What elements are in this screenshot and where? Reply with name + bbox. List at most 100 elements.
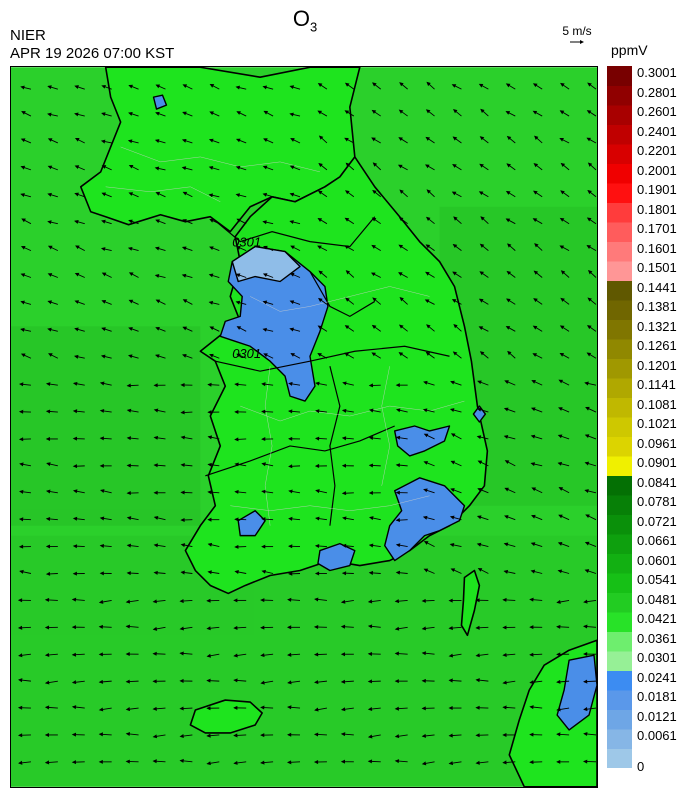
legend-tick-label: 0.1701 xyxy=(637,221,677,236)
wind-arrow-head xyxy=(506,270,512,275)
wind-arrow-head xyxy=(531,379,536,384)
wind-arrow-head xyxy=(398,272,403,276)
wind-arrow-head xyxy=(371,244,376,249)
datetime-label: APR 19 2026 07:00 KST xyxy=(10,45,175,62)
wind-arrow-head xyxy=(584,381,589,386)
wind-arrow-head xyxy=(557,569,563,574)
wind-arrow-head xyxy=(17,705,23,710)
wind-arrow-head xyxy=(47,138,53,142)
wind-arrow-head xyxy=(73,354,79,359)
wind-arrow-head xyxy=(315,381,320,386)
wind-arrow-head xyxy=(559,138,564,142)
wind-arrow-head xyxy=(476,407,482,412)
wind-arrow-head xyxy=(341,571,347,576)
title-main: O xyxy=(292,6,310,31)
wind-arrow-head xyxy=(71,597,77,602)
wind-arrow-head xyxy=(340,679,346,684)
wind-arrow-head xyxy=(179,598,184,604)
legend-swatch xyxy=(607,592,632,613)
wind-arrow-head xyxy=(74,112,79,117)
wind-arrow-head xyxy=(18,678,23,683)
wind-arrow-head xyxy=(20,138,26,143)
wind-arrow-head xyxy=(532,325,538,330)
wind-arrow-head xyxy=(208,193,213,198)
wind-arrow-head xyxy=(315,489,320,494)
legend-swatch xyxy=(607,339,632,359)
wind-arrow-head xyxy=(287,680,292,685)
wind-arrow-head xyxy=(261,517,266,522)
wind-arrow-head xyxy=(262,327,267,332)
wind-arrow-head xyxy=(234,409,239,414)
wind-arrow-head xyxy=(372,189,377,195)
wind-arrow-head xyxy=(449,543,455,547)
wind-arrow-head xyxy=(556,707,561,712)
ozone-map: 0301 0301 xyxy=(10,66,598,788)
wind-arrow-head xyxy=(534,135,539,140)
wind-arrow-head xyxy=(426,189,431,194)
legend-swatch xyxy=(607,358,632,379)
legend-swatch xyxy=(607,144,632,164)
wind-arrow-head xyxy=(477,487,482,492)
legend-tick-label: 0.1441 xyxy=(637,279,677,295)
wind-arrow-head xyxy=(583,599,588,604)
wind-arrow-head xyxy=(317,325,323,330)
wind-arrow-head xyxy=(317,245,322,250)
wind-arrow-head xyxy=(19,489,24,494)
wind-arrow-head xyxy=(262,300,268,305)
wind-arrow-head xyxy=(101,84,106,89)
wind-arrow-head xyxy=(475,598,480,603)
wind-arrow-head xyxy=(153,383,158,388)
wind-arrow-head xyxy=(101,327,106,332)
wind-arrow-head xyxy=(152,651,157,656)
wind-arrow-head xyxy=(261,569,266,574)
wind-arrow-head xyxy=(372,162,378,167)
wind-arrow-head xyxy=(47,300,53,305)
wind-arrow-head xyxy=(340,599,346,604)
wind-arrow-head xyxy=(182,84,188,89)
legend-tick-label: 0.0721 xyxy=(637,513,677,529)
wind-arrow-head xyxy=(179,706,184,711)
wind-arrow-head xyxy=(368,408,374,413)
wind-arrow-head xyxy=(125,599,131,604)
wind-arrow-head xyxy=(398,109,404,114)
wind-arrow-head xyxy=(341,408,347,413)
wind-arrow-head xyxy=(47,192,52,197)
wind-arrow-head xyxy=(450,488,455,493)
wind-arrow-head xyxy=(480,216,485,221)
wind-arrow-head xyxy=(235,138,241,143)
wind-arrow-head xyxy=(368,543,374,548)
wind-arrow-head xyxy=(505,111,511,115)
wind-arrow-head xyxy=(340,759,346,764)
wind-arrow-head xyxy=(586,110,592,115)
wind-arrow-head xyxy=(502,652,507,657)
wind-arrow-head xyxy=(586,217,592,222)
wind-arrow-head xyxy=(586,352,592,357)
wind-arrow-head xyxy=(503,407,509,412)
wind-arrow-head xyxy=(582,759,588,764)
legend-swatch xyxy=(607,436,632,457)
wind-arrow-head xyxy=(47,112,52,117)
wind-arrow-head xyxy=(479,351,485,356)
wind-arrow-head xyxy=(450,380,455,385)
wind-arrow-head xyxy=(180,570,185,575)
wind-arrow-head xyxy=(340,624,346,629)
wind-arrow-head xyxy=(234,544,239,549)
wind-arrow-head xyxy=(423,488,428,493)
wind-arrow-head xyxy=(586,325,592,330)
wind-arrow-head xyxy=(345,162,350,167)
wind-arrow-head xyxy=(425,216,431,221)
wind-arrow-head xyxy=(290,138,295,142)
wind-arrow-head xyxy=(289,300,295,305)
legend-swatch xyxy=(607,378,632,398)
wind-arrow-head xyxy=(125,624,131,629)
wind-arrow-head xyxy=(233,733,238,738)
wind-arrow-head xyxy=(557,434,563,439)
wind-arrow-head xyxy=(371,324,377,329)
wind-arrow-head xyxy=(289,220,294,224)
wind-arrow-head xyxy=(206,626,211,631)
wind-arrow-head xyxy=(341,436,347,441)
wind-arrow-head xyxy=(367,651,373,656)
wind-arrow-head xyxy=(72,436,78,441)
wind-arrow-head xyxy=(100,354,106,359)
wind-arrow-head xyxy=(154,166,160,171)
